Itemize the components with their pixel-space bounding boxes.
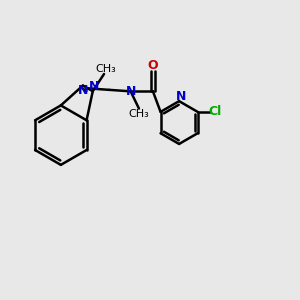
Text: N: N: [125, 85, 136, 98]
Text: O: O: [148, 59, 158, 72]
Text: N: N: [89, 80, 99, 93]
Text: Cl: Cl: [208, 105, 221, 118]
Text: N: N: [176, 90, 186, 103]
Text: CH₃: CH₃: [129, 109, 149, 119]
Text: CH₃: CH₃: [95, 64, 116, 74]
Text: N: N: [78, 84, 89, 98]
